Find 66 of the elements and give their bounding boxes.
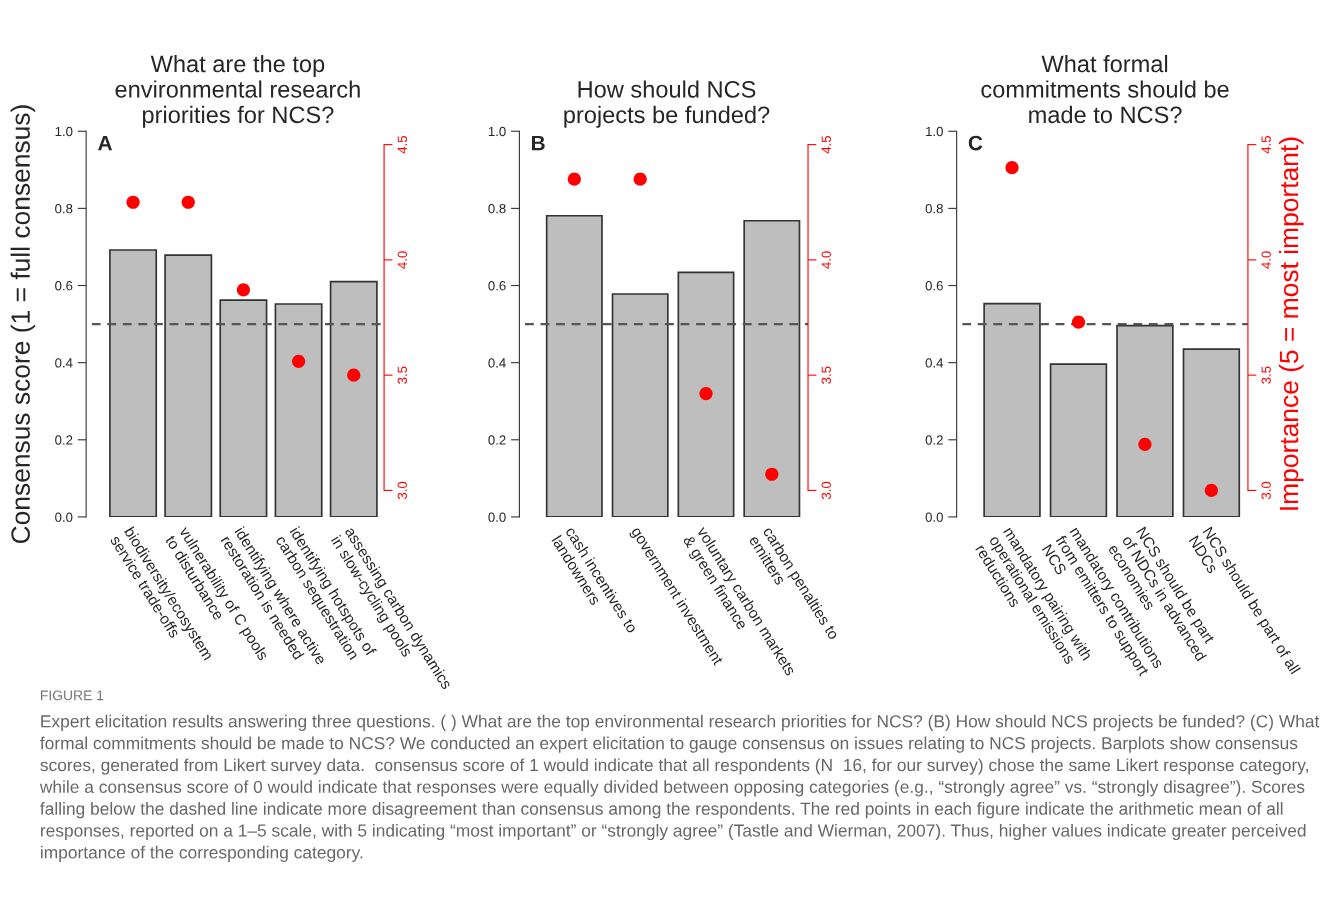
y2-tick-label: 3.5 [397,366,407,384]
y-tick-label: 1.0 [926,126,943,137]
text: Expert elicitation results answering three questions. ( ) What are the top environmental research priorities for NCS? (B) How should NCS projects be funded? (C) What formal commitments should be made to NCS? We conducted an expert elicitation to gauge consensus on issues relating to NCS projects. Barplots show consensus scores, generated from Likert survey data. consensus score of 1 would indicate that all respondents (N 16, for our survey) chose the same Likert response category, while a consensus score of 0 would indicate that responses were equally divided between opposing categories (e.g., “strongly agree” vs. “strongly disagree”). Scores falling below the dashed line indicate more disagreement than consensus among the respondents. The red points in each figure indicate the arithmetic mean of all responses, reported on a 1–5 scale, with 5 indicating “most important” or “strongly agree” (Tastle and Wierman, 2007). Thus, higher values indicate greater perceived importance of the corresponding category. [39,714,1320,862]
y-tick-label: 0.8 [55,203,73,214]
y-tick-label: 0.0 [55,512,73,522]
y-tick-label: 0.0 [488,512,506,522]
y2-tick-label: 3.0 [1261,481,1271,500]
y2-tick-label: 3.5 [1261,366,1271,384]
y-tick-label: 0.6 [925,281,943,291]
point [567,172,581,186]
bar [677,271,735,517]
y-tick-label: 0.2 [925,435,943,445]
point [699,387,713,401]
point [291,354,306,368]
caption: FIGURE 1 [41,690,104,701]
bar [611,293,669,517]
point [347,368,361,382]
y2-tick-label: 3.5 [821,366,831,384]
bar [983,302,1041,517]
point [765,467,779,481]
annotation: A [98,135,113,151]
y-tick-label: 0.2 [488,435,506,445]
y2-tick-label: 4.5 [821,136,831,154]
point [236,283,250,297]
y2-tick-label: 4.0 [1261,251,1271,269]
chart-title: How should NCS projects be funded? [564,80,770,128]
annotation: B [532,135,545,151]
y-tick-label: 0.2 [55,435,73,445]
y2-axis-title: Importance (5 = most important) [1278,137,1304,510]
bar [1049,363,1108,517]
y-tick-label: 0.4 [55,358,73,368]
y-tick-label: 0.8 [925,203,943,214]
bar [329,280,378,517]
point [126,195,140,209]
y-tick-label: 0.4 [488,358,506,368]
y2-tick-label: 4.0 [397,251,407,269]
point [1005,161,1019,175]
y-tick-label: 0.8 [488,203,506,214]
y-tick-label: 0.6 [55,281,73,291]
bar [274,303,323,517]
point [181,195,195,209]
point [633,172,647,186]
y2-tick-label: 4.0 [821,251,831,269]
bar [545,214,603,517]
chart-title: What formal commitments should be made to NCS? [981,54,1229,124]
point [1138,437,1152,451]
y2-tick-label: 3.0 [821,481,831,500]
point [1071,315,1086,329]
chart-title: What are the top environmental research priorities for NCS? [115,54,360,128]
y-tick-label: 1.0 [55,126,73,137]
y-axis-title: Consensus score (1 = full consensus) [10,105,36,544]
bar [1182,348,1241,517]
y2-tick-label: 4.5 [397,136,407,154]
bar [1116,324,1174,517]
y-tick-label: 0.6 [488,281,506,291]
bar [109,249,158,517]
y-tick-label: 0.0 [925,512,943,522]
bar [219,299,268,517]
point [1204,483,1218,497]
bar [164,254,213,517]
annotation: C [968,135,983,151]
y2-tick-label: 3.0 [397,481,407,500]
y2-tick-label: 4.5 [1261,136,1271,154]
y-tick-label: 1.0 [488,126,506,137]
y-tick-label: 0.4 [925,358,944,368]
bar [743,219,801,517]
